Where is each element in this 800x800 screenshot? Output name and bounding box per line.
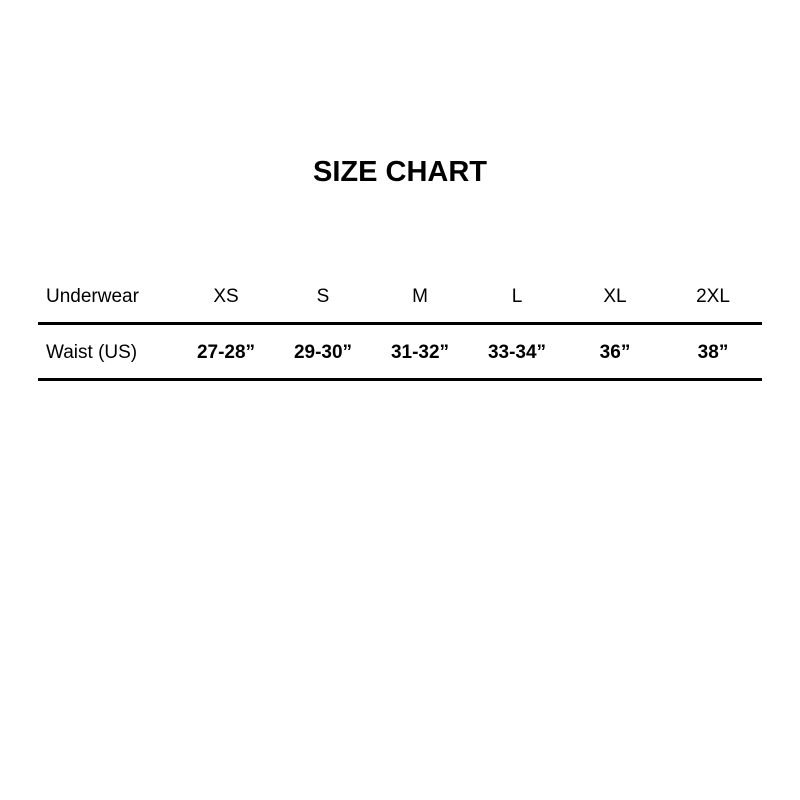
- bottom-divider: [38, 378, 762, 381]
- page-title: SIZE CHART: [313, 156, 487, 188]
- waist-2xl: 38”: [697, 342, 729, 363]
- waist-s: 29-30”: [293, 342, 353, 363]
- table-header-row: Underwear XS S M L XL 2XL: [0, 282, 800, 312]
- size-m: M: [412, 286, 428, 307]
- table-row: Waist (US) 27-28” 29-30” 31-32” 33-34” 3…: [0, 338, 800, 368]
- header-label: Underwear: [46, 286, 139, 307]
- size-s: S: [316, 286, 330, 307]
- size-xl: XL: [603, 286, 627, 307]
- size-2xl: 2XL: [696, 286, 730, 307]
- size-l: L: [511, 286, 523, 307]
- waist-xl: 36”: [599, 342, 631, 363]
- waist-m: 31-32”: [390, 342, 450, 363]
- size-xs: XS: [213, 286, 239, 307]
- waist-l: 33-34”: [487, 342, 547, 363]
- header-divider: [38, 322, 762, 325]
- waist-xs: 27-28”: [196, 342, 256, 363]
- row-label: Waist (US): [46, 342, 138, 363]
